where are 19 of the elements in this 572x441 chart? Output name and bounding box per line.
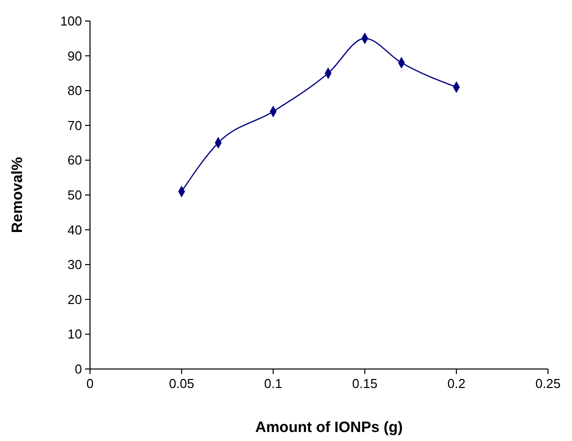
x-tick-label: 0: [86, 376, 94, 391]
y-tick-label: 100: [60, 14, 82, 28]
y-tick-label: 60: [68, 152, 82, 168]
y-tick-label: 0: [74, 362, 82, 376]
y-axis-title: Removal%: [9, 157, 26, 233]
y-tick-label: 50: [68, 188, 82, 202]
y-tick-label: 90: [68, 48, 82, 64]
x-tick-label: 0.05: [168, 376, 194, 391]
x-tick-label: 0.15: [352, 376, 378, 391]
y-tick-label: 20: [68, 292, 82, 307]
x-axis-title: Amount of IONPs (g): [255, 419, 403, 436]
y-tick-label: 40: [68, 222, 82, 238]
y-tick-label: 10: [68, 326, 82, 342]
y-tick-label: 70: [68, 118, 82, 133]
y-tick-label: 80: [68, 83, 82, 98]
x-tick-label: 0.25: [535, 376, 561, 391]
x-tick-label: 0.1: [264, 376, 282, 391]
y-tick-label: 30: [68, 257, 82, 272]
x-tick-label: 0.2: [447, 376, 466, 391]
